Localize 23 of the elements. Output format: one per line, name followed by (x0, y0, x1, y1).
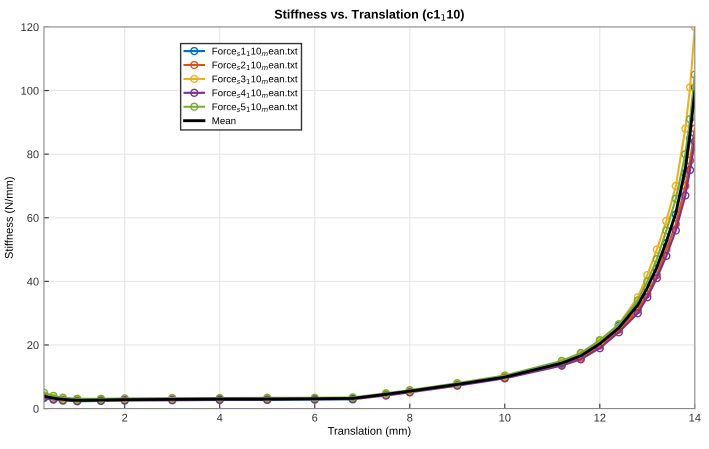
y-tick-label: 100 (21, 86, 39, 95)
y-tick-label: 20 (27, 341, 39, 350)
x-tick-label: 8 (407, 414, 412, 422)
y-tick-label: 40 (26, 278, 39, 286)
x-axis-title: Translation (mm) (328, 426, 410, 437)
legend-label: Force$_{s}$1$_{1}$10$_{m}$ean.txt (212, 48, 298, 56)
legend-label: Force$_{s}$3$_{1}$10$_{m}$ean.txt (212, 76, 298, 84)
chart-title: Stiffness vs. Translation (c1$_{1}$10) (274, 9, 464, 22)
legend-label: Mean (212, 117, 236, 124)
x-tick-label: 2 (122, 414, 128, 422)
x-tick-label: 6 (312, 414, 318, 422)
y-tick-label: 80 (27, 150, 39, 158)
x-tick-label: 12 (594, 414, 606, 422)
y-tick-label: 120 (21, 23, 39, 32)
x-tick-label: 4 (216, 414, 223, 422)
y-axis-title: Stiffness (N/mm) (4, 177, 15, 259)
y-tick-label: 60 (27, 214, 39, 222)
legend-label: Force$_{s}$2$_{1}$10$_{m}$ean.txt (212, 62, 298, 70)
legend-label: Force$_{s}$4$_{1}$10$_{m}$ean.txt (212, 89, 298, 98)
x-tick-label: 10 (499, 414, 511, 422)
legend-label: Force$_{s}$5$_{1}$10$_{m}$ean.txt (212, 103, 298, 112)
y-tick-label: 0 (33, 404, 39, 413)
x-tick-label: 14 (689, 414, 701, 422)
